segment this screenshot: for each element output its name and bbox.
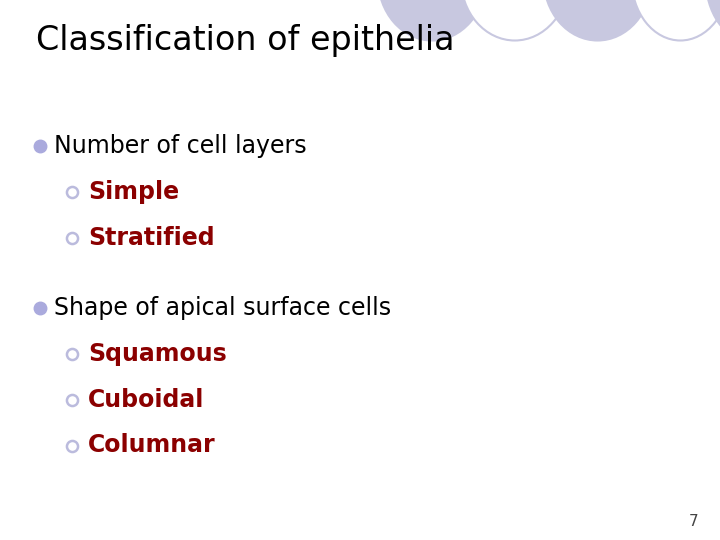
- Text: Stratified: Stratified: [88, 226, 215, 249]
- Text: Classification of epithelia: Classification of epithelia: [36, 24, 454, 57]
- Ellipse shape: [378, 0, 486, 40]
- Text: Number of cell layers: Number of cell layers: [54, 134, 307, 158]
- Text: 7: 7: [689, 514, 698, 529]
- Text: Squamous: Squamous: [88, 342, 227, 366]
- Text: Columnar: Columnar: [88, 434, 215, 457]
- Ellipse shape: [544, 0, 652, 40]
- Text: Simple: Simple: [88, 180, 179, 204]
- Ellipse shape: [631, 0, 720, 40]
- Text: Cuboidal: Cuboidal: [88, 388, 204, 411]
- Ellipse shape: [706, 0, 720, 40]
- Text: Shape of apical surface cells: Shape of apical surface cells: [54, 296, 391, 320]
- Ellipse shape: [461, 0, 569, 40]
